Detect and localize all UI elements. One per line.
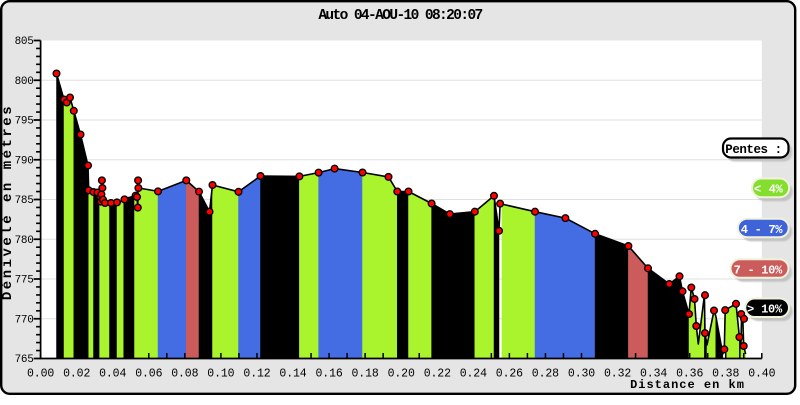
svg-text:Pentes :: Pentes : <box>725 143 781 157</box>
svg-text:0.24: 0.24 <box>460 368 487 381</box>
svg-text:<: < <box>754 182 761 196</box>
svg-text:4 - 7%: 4 - 7% <box>741 223 784 237</box>
svg-text:770: 770 <box>15 314 34 326</box>
svg-text:0.04: 0.04 <box>99 368 126 381</box>
svg-text:0.28: 0.28 <box>532 368 559 381</box>
svg-text:775: 775 <box>15 275 34 287</box>
svg-text:Auto 04-AOU-10 08:20:07: Auto 04-AOU-10 08:20:07 <box>318 8 482 24</box>
svg-text:0.20: 0.20 <box>388 368 415 381</box>
svg-text:800: 800 <box>15 76 34 88</box>
svg-text:Dénivelé en mètres: Dénivelé en mètres <box>0 104 16 300</box>
svg-text:4%: 4% <box>769 182 784 196</box>
svg-text:0.40: 0.40 <box>748 368 775 381</box>
svg-text:805: 805 <box>15 36 34 48</box>
svg-text:0.26: 0.26 <box>496 368 523 381</box>
svg-text:0.06: 0.06 <box>135 368 162 381</box>
svg-text:0.02: 0.02 <box>63 368 90 381</box>
svg-text:7 - 10%: 7 - 10% <box>734 263 783 277</box>
svg-text:0.32: 0.32 <box>604 368 631 381</box>
svg-text:765: 765 <box>15 354 34 366</box>
svg-text:0.08: 0.08 <box>171 368 198 381</box>
svg-text:0.22: 0.22 <box>424 368 451 381</box>
svg-text:10%: 10% <box>761 303 783 317</box>
svg-text:0.16: 0.16 <box>315 368 342 381</box>
svg-text:0.12: 0.12 <box>243 368 270 381</box>
svg-text:>: > <box>747 303 754 317</box>
svg-text:0.18: 0.18 <box>351 368 378 381</box>
svg-text:Distance en km: Distance en km <box>630 378 745 392</box>
svg-text:785: 785 <box>15 195 34 207</box>
svg-text:0.30: 0.30 <box>568 368 595 381</box>
svg-text:0.00: 0.00 <box>27 368 54 381</box>
svg-text:0.10: 0.10 <box>207 368 234 381</box>
svg-text:0.14: 0.14 <box>279 368 306 381</box>
svg-text:790: 790 <box>15 155 34 167</box>
svg-text:795: 795 <box>15 116 34 128</box>
svg-text:780: 780 <box>15 235 34 247</box>
